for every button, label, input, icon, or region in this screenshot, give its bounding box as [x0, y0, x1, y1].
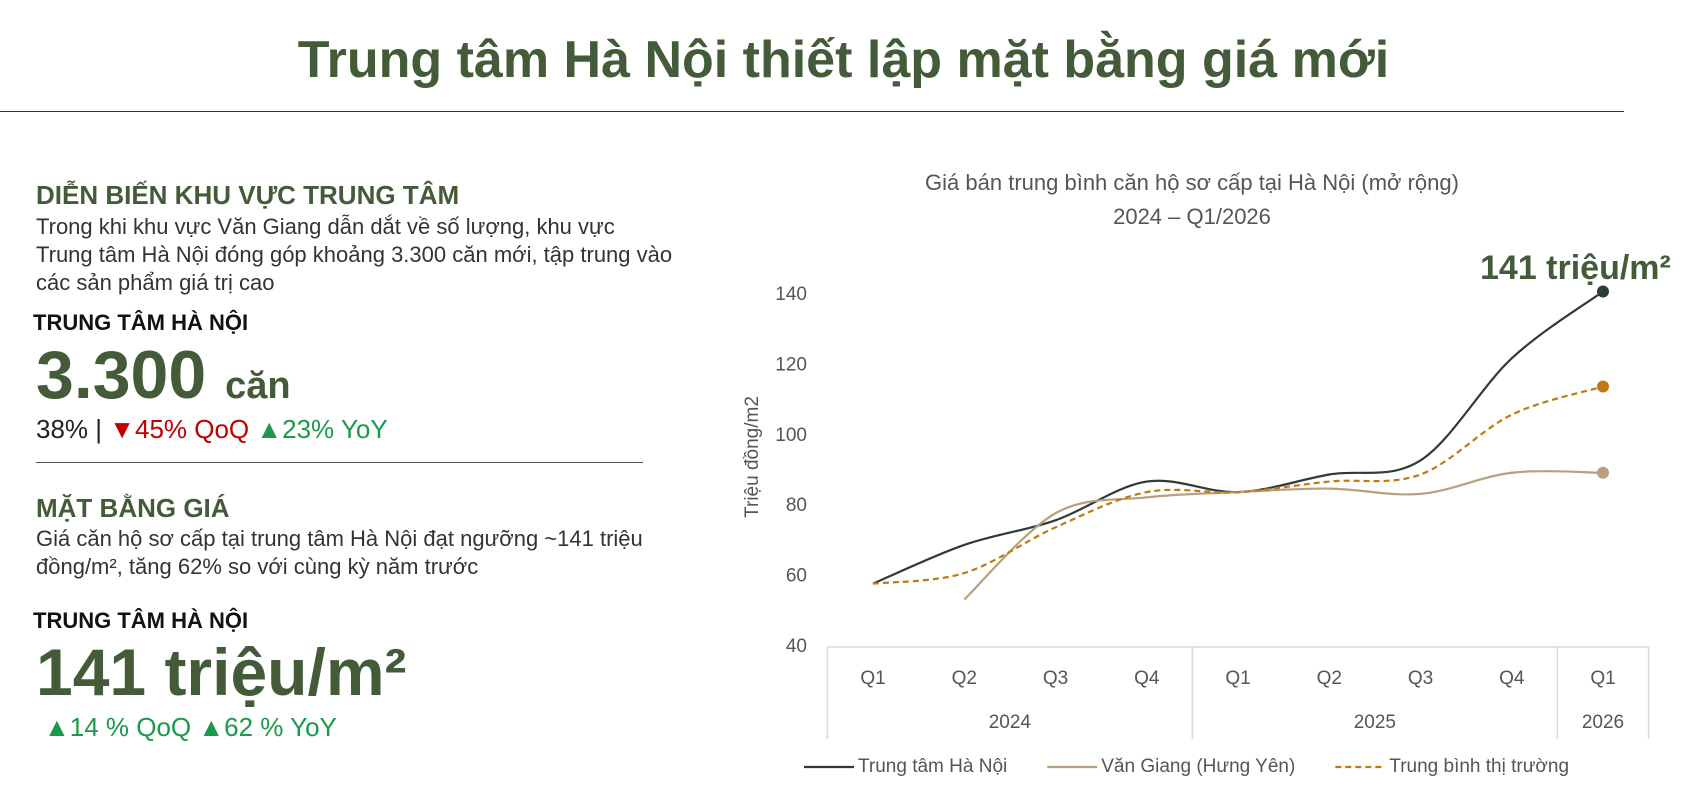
x-tick-label: Q4 [1499, 668, 1525, 689]
x-tick-label: Q3 [1408, 668, 1433, 689]
chart-title: Giá bán trung bình căn hộ sơ cấp tại Hà … [925, 170, 1459, 195]
chart-subtitle: 2024 – Q1/2026 [1113, 204, 1271, 229]
legend-label: Trung tâm Hà Nội [858, 756, 1007, 777]
y-tick-label: 40 [786, 636, 807, 657]
kpi-number: 3.300 [36, 337, 207, 413]
series-line [872, 290, 1604, 585]
kpi-value: 141 triệu/m² [36, 635, 407, 709]
y-tick-label: 120 [775, 354, 807, 375]
title-rule [0, 111, 1624, 112]
x-tick-label: Q2 [952, 668, 977, 689]
x-group-label: 2026 [1582, 712, 1624, 733]
y-tick-label: 100 [775, 425, 807, 446]
series-line [872, 385, 1604, 585]
kpi-label: TRUNG TÂM HÀ NỘI [33, 310, 249, 335]
legend-label: Văn Giang (Hưng Yên) [1101, 756, 1295, 777]
series-line [963, 470, 1604, 601]
y-tick-label: 80 [786, 495, 807, 516]
section-heading: DIỄN BIẾN KHU VỰC TRUNG TÂM [36, 180, 460, 210]
qoq: ▼45% QoQ [109, 414, 250, 444]
y-axis-label: Triệu đồng/m2 [742, 396, 763, 518]
y-tick-label: 140 [775, 284, 807, 305]
x-tick-label: Q3 [1043, 668, 1068, 689]
x-tick-label: Q2 [1317, 668, 1342, 689]
annotation: 141 triệu/m² [1480, 249, 1671, 287]
kpi-stats: ▲14 % QoQ ▲62 % YoY [44, 712, 337, 743]
end-marker [1597, 285, 1609, 298]
kpi-value: 3.300 căn [36, 336, 291, 414]
x-tick-label: Q4 [1134, 668, 1160, 689]
section-heading: MẶT BẰNG GIÁ [36, 493, 230, 523]
x-group-label: 2024 [989, 712, 1032, 733]
section-text: Trong khi khu vực Văn Giang dẫn dắt về s… [36, 214, 673, 295]
end-marker [1597, 466, 1609, 479]
y-tick-label: 60 [786, 566, 807, 587]
yoy: ▲62 % YoY [198, 712, 337, 742]
page-title: Trung tâm Hà Nội thiết lập mặt bằng giá … [297, 31, 1390, 89]
end-marker [1597, 380, 1609, 393]
divider [36, 462, 643, 463]
share: 38% | [36, 414, 103, 444]
yoy: ▲23% YoY [256, 414, 388, 444]
kpi-stats: 38% | ▼45% QoQ ▲23% YoY [36, 414, 388, 445]
section-text: Giá căn hộ sơ cấp tại trung tâm Hà Nội đ… [36, 526, 643, 579]
kpi-unit: căn [225, 365, 291, 407]
qoq: ▲14 % QoQ [44, 712, 192, 742]
x-tick-label: Q1 [1590, 668, 1615, 689]
kpi-label: TRUNG TÂM HÀ NỘI [33, 608, 249, 633]
legend-label: Trung bình thị trường [1389, 756, 1569, 777]
x-tick-label: Q1 [1225, 668, 1250, 689]
x-tick-label: Q1 [860, 668, 885, 689]
x-group-label: 2025 [1354, 712, 1396, 733]
